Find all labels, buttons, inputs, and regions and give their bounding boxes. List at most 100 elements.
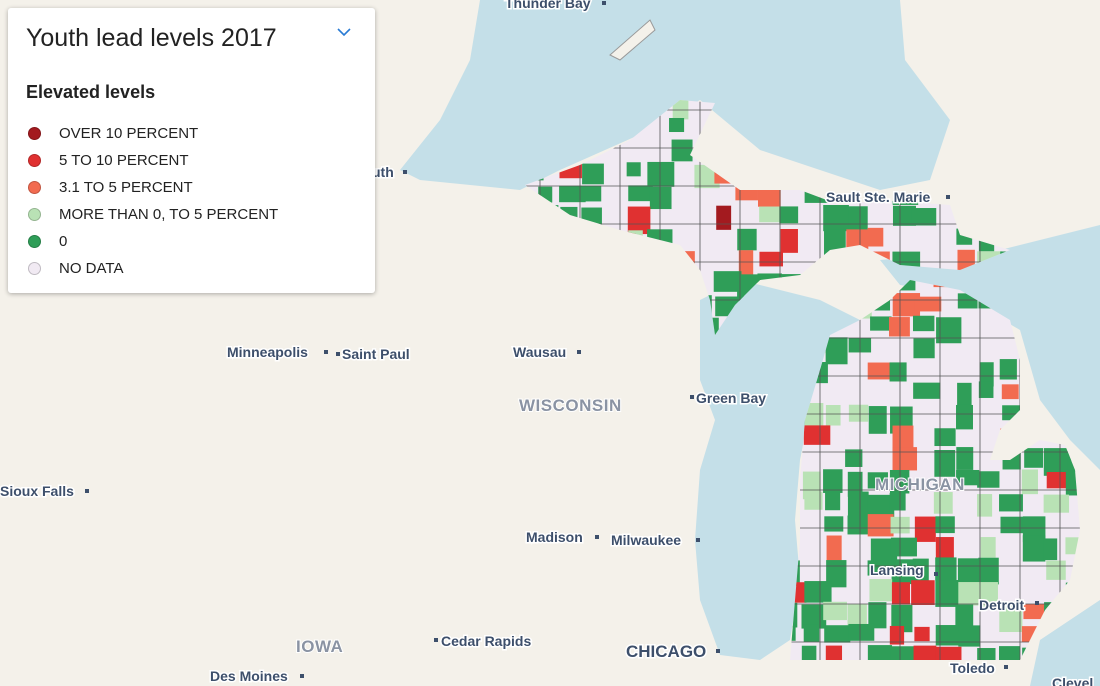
county-patch xyxy=(561,602,586,619)
county-patch xyxy=(914,516,936,542)
county-patch xyxy=(583,447,603,467)
county-patch xyxy=(759,206,781,223)
county-patch xyxy=(714,162,736,184)
legend-panel: Youth lead levels 2017 Elevated levels O… xyxy=(8,8,375,293)
county-patch xyxy=(892,425,914,452)
county-patch xyxy=(604,449,622,464)
county-patch xyxy=(537,205,559,227)
county-patch xyxy=(584,249,601,268)
legend-swatch xyxy=(28,261,41,275)
county-patch xyxy=(824,516,844,532)
county-patch xyxy=(913,382,941,399)
county-patch xyxy=(889,625,905,645)
county-patch xyxy=(912,558,929,587)
city-label: uth xyxy=(372,164,394,180)
legend-swatch xyxy=(28,180,41,194)
county-patch xyxy=(628,315,647,332)
county-patch xyxy=(847,491,869,518)
county-patch xyxy=(628,404,656,429)
county-patch xyxy=(525,601,534,621)
county-patch xyxy=(627,339,651,361)
county-patch xyxy=(737,163,761,188)
region-label: IOWA xyxy=(296,637,343,656)
legend-item: NO DATA xyxy=(28,258,123,278)
county-patch xyxy=(845,449,863,467)
county-patch xyxy=(1024,448,1044,468)
county-patch xyxy=(826,535,842,564)
county-patch xyxy=(581,295,597,313)
county-patch xyxy=(627,274,642,300)
county-patch xyxy=(867,472,888,489)
county-patch xyxy=(1023,183,1040,211)
county-patch xyxy=(628,601,655,623)
county-patch xyxy=(525,493,539,509)
county-patch xyxy=(1065,184,1080,211)
county-patch xyxy=(848,404,869,422)
county-patch xyxy=(804,274,828,300)
county-patch xyxy=(1065,469,1080,496)
county-patch xyxy=(525,428,535,451)
legend-label: 3.1 TO 5 PERCENT xyxy=(59,178,193,196)
county-patch xyxy=(892,293,921,317)
county-patch xyxy=(672,337,687,361)
legend-label: NO DATA xyxy=(59,259,124,277)
county-patch xyxy=(935,557,957,581)
city-label: Detroit xyxy=(979,597,1024,613)
county-patch xyxy=(1023,100,1042,116)
legend-item: OVER 10 PERCENT xyxy=(28,123,198,143)
legend-swatch xyxy=(28,126,41,140)
county-patch xyxy=(980,141,1005,168)
county-patch xyxy=(846,229,869,253)
county-patch xyxy=(627,427,642,444)
county-patch xyxy=(999,604,1023,633)
county-patch xyxy=(737,228,757,251)
county-patch xyxy=(1000,227,1027,246)
county-patch xyxy=(583,646,600,660)
legend-swatch xyxy=(28,153,41,167)
county-patch xyxy=(868,296,891,311)
county-patch xyxy=(848,206,868,233)
city-label: Sioux Falls xyxy=(0,483,74,499)
county-patch xyxy=(559,185,586,203)
county-patch xyxy=(671,139,693,162)
county-patch xyxy=(525,274,542,295)
county-patch xyxy=(889,492,906,511)
county-patch xyxy=(803,624,820,642)
county-patch xyxy=(826,560,847,588)
county-patch xyxy=(560,492,577,515)
county-patch xyxy=(583,271,602,288)
county-patch xyxy=(935,537,954,561)
county-patch xyxy=(605,293,624,319)
county-patch xyxy=(628,185,653,202)
county-patch xyxy=(999,646,1021,660)
county-patch xyxy=(957,382,972,407)
region-label: MICHIGAN xyxy=(875,475,965,494)
county-patch xyxy=(539,228,566,245)
county-patch xyxy=(868,602,887,629)
county-patch xyxy=(978,206,997,233)
collapse-toggle[interactable] xyxy=(336,26,352,38)
county-patch xyxy=(605,337,625,358)
county-patch xyxy=(958,625,981,647)
county-patch xyxy=(1043,494,1070,513)
city-label: Clevel xyxy=(1052,675,1093,686)
county-patch xyxy=(935,625,959,646)
county-patch xyxy=(1046,208,1072,233)
city-label: Madison xyxy=(526,529,583,545)
city-label: Minneapolis xyxy=(227,344,308,360)
county-patch xyxy=(956,469,980,486)
county-patch xyxy=(669,427,693,442)
county-patch xyxy=(605,428,630,443)
county-patch xyxy=(848,295,872,319)
county-patch xyxy=(626,162,641,177)
county-patch xyxy=(605,582,633,604)
county-patch xyxy=(605,624,623,644)
city-label: Saint Paul xyxy=(342,346,410,362)
county-patch xyxy=(650,579,667,595)
county-patch xyxy=(980,537,996,558)
county-patch xyxy=(716,205,732,230)
city-label: CHICAGO xyxy=(626,642,706,661)
county-patch xyxy=(825,492,841,511)
county-patch xyxy=(759,251,784,267)
legend-label: 5 TO 10 PERCENT xyxy=(59,151,189,169)
